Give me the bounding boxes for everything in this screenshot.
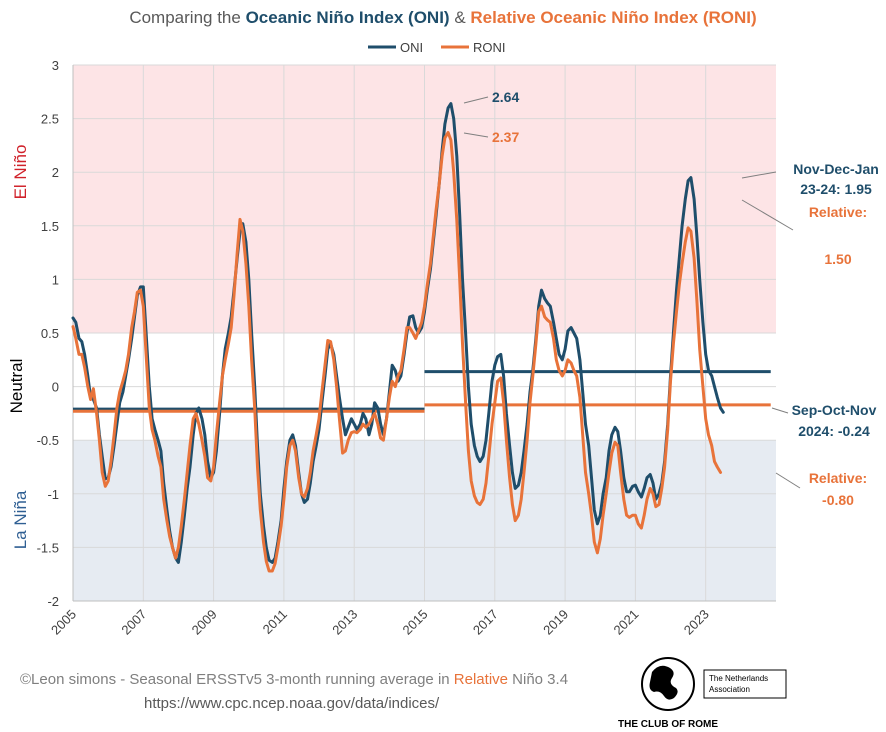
neutral-label: Neutral xyxy=(7,359,26,414)
x-tick-label: 2009 xyxy=(189,607,220,638)
legend-oni-label: ONI xyxy=(400,40,423,55)
ndj-annotation-line1: Nov-Dec-Jan xyxy=(793,161,879,177)
relative-peak-line1: Relative: xyxy=(809,204,867,220)
y-tick-label: 2 xyxy=(52,165,59,180)
y-tick-label: -1.5 xyxy=(37,540,59,555)
club-of-rome-logo: THE CLUB OF ROME The Netherlands Associa… xyxy=(618,657,787,730)
x-tick-label: 2021 xyxy=(610,607,641,638)
ndj-leader xyxy=(741,171,777,179)
son-annotation-line1: Sep-Oct-Nov xyxy=(792,402,877,418)
legend-roni-label: RONI xyxy=(473,40,506,55)
oni-peak-leader xyxy=(463,96,489,104)
footer-copyright-pre: ©Leon simons - Seasonal ERSSTv5 3-month … xyxy=(20,671,454,688)
y-tick-label: 2.5 xyxy=(41,112,59,127)
y-tick-label: 0 xyxy=(52,380,59,395)
oni-peak-annotation: 2.64 xyxy=(492,89,519,105)
x-tick-label: 2019 xyxy=(540,607,571,638)
x-axis-ticks: 2005 2007 2009 2011 2013 2015 2017 2019 2021 2023 xyxy=(48,607,712,638)
relative-peak-leader xyxy=(741,199,794,231)
chart-title: Comparing the Oceanic Niño Index (ONI) &… xyxy=(129,8,756,27)
roni-peak-leader xyxy=(463,132,489,138)
x-tick-label: 2013 xyxy=(329,607,360,638)
association-line2: Association xyxy=(709,685,750,694)
y-tick-label: -1 xyxy=(47,487,59,502)
x-tick-label: 2005 xyxy=(48,607,79,638)
roni-series-line xyxy=(71,131,722,573)
y-tick-label: 1 xyxy=(52,272,59,287)
ndj-annotation-line2: 23-24: 1.95 xyxy=(800,181,872,197)
continents-icon xyxy=(649,665,678,700)
association-line1: The Netherlands xyxy=(709,674,768,683)
y-tick-label: 1.5 xyxy=(41,219,59,234)
club-of-rome-text: THE CLUB OF ROME xyxy=(618,719,718,730)
title-prefix: Comparing the xyxy=(129,8,245,27)
relative-end-leader xyxy=(775,472,801,489)
y-tick-label: 3 xyxy=(52,58,59,73)
x-tick-label: 2017 xyxy=(470,607,501,638)
relative-peak-line2: 1.50 xyxy=(824,251,851,267)
x-tick-label: 2023 xyxy=(681,607,712,638)
y-tick-label: -2 xyxy=(47,594,59,609)
footer-copyright-post: Niño 3.4 xyxy=(508,671,568,688)
series-lines xyxy=(71,102,725,573)
roni-peak-annotation: 2.37 xyxy=(492,129,519,145)
mean-lines xyxy=(73,370,771,413)
legend: ONI RONI xyxy=(368,40,506,55)
footer-url: https://www.cpc.ncep.noaa.gov/data/indic… xyxy=(144,695,440,712)
title-amp: & xyxy=(450,8,471,27)
title-roni: Relative Oceanic Niño Index (RONI) xyxy=(470,8,756,27)
y-tick-label: 0.5 xyxy=(41,326,59,341)
x-tick-label: 2007 xyxy=(118,607,149,638)
title-oni: Oceanic Niño Index (ONI) xyxy=(246,8,450,27)
son-leader xyxy=(771,407,789,414)
relative-end-line2: -0.80 xyxy=(822,492,854,508)
el-nino-label: El Niño xyxy=(11,145,30,200)
relative-end-line1: Relative: xyxy=(809,470,867,486)
x-tick-label: 2015 xyxy=(400,607,431,638)
footer-copyright-relative: Relative xyxy=(454,671,508,688)
association-box xyxy=(703,669,787,699)
son-annotation-line2: 2024: -0.24 xyxy=(798,423,870,439)
x-tick-label: 2011 xyxy=(260,607,290,637)
footer-copyright: ©Leon simons - Seasonal ERSSTv5 3-month … xyxy=(20,671,568,688)
annotations: 2.64 2.37 Nov-Dec-Jan 23-24: 1.95 Relati… xyxy=(463,89,879,508)
y-axis-ticks: 3 2.5 2 1.5 1 0.5 0 -0.5 -1 -1.5 -2 xyxy=(37,58,59,609)
la-nina-label: La Niña xyxy=(11,490,30,549)
y-tick-label: -0.5 xyxy=(37,433,59,448)
